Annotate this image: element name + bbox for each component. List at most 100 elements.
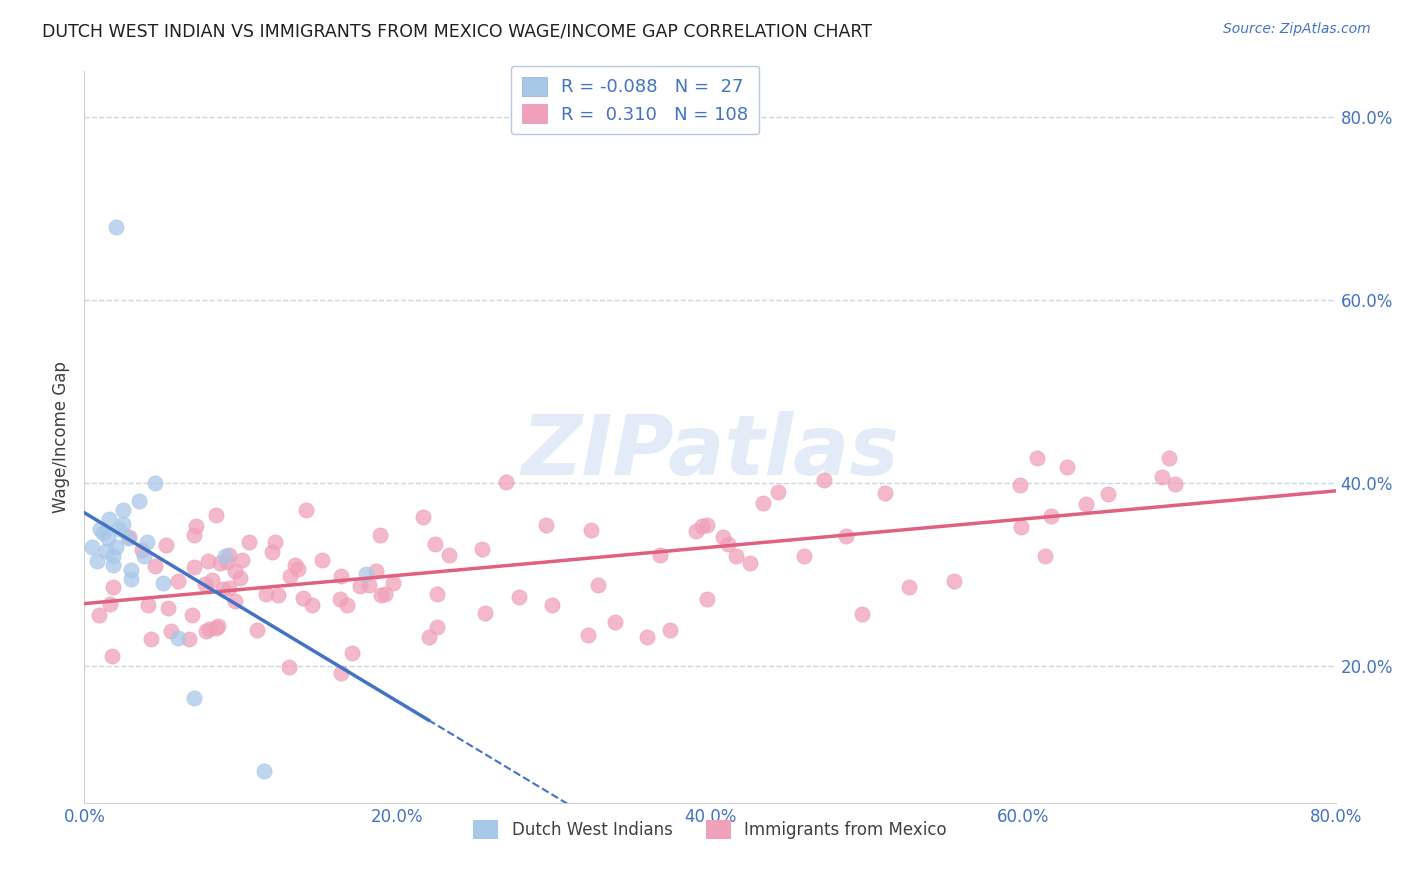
Point [359,577,381,591]
Point [107,521,129,535]
Point [586,577,609,591]
Point [101,549,124,563]
Point [692,519,714,533]
Point [541,599,564,613]
Point [1074,497,1097,511]
Point [1150,470,1173,484]
Point [181,607,204,622]
Point [98,597,121,611]
Point [342,646,364,660]
Point [650,549,672,563]
Point [238,535,260,549]
Point [101,648,124,663]
Point [267,588,290,602]
Point [131,542,153,557]
Point [1010,477,1032,491]
Point [143,475,166,490]
Point [439,549,461,563]
Point [101,580,124,594]
Point [368,528,391,542]
Point [87,607,110,622]
Point [851,607,873,621]
Point [329,592,352,607]
Point [139,632,162,646]
Point [264,535,287,549]
Point [112,516,135,531]
Point [104,219,127,234]
Point [1026,450,1049,465]
Point [897,581,920,595]
Point [311,552,333,566]
Point [183,559,205,574]
Point [155,538,177,552]
Point [86,553,108,567]
Point [605,615,627,629]
Point [212,582,235,597]
Point [152,576,174,591]
Point [96,544,118,558]
Point [253,764,276,778]
Point [658,623,681,637]
Point [508,590,530,604]
Point [738,556,761,570]
Point [91,526,114,541]
Point [98,512,121,526]
Point [120,563,142,577]
Point [194,577,217,591]
Point [412,510,434,524]
Point [1010,520,1032,534]
Point [1040,509,1063,524]
Point [205,508,228,523]
Point [1164,476,1187,491]
Point [284,558,307,572]
Legend: Dutch West Indians, Immigrants from Mexico: Dutch West Indians, Immigrants from Mexi… [467,814,953,846]
Point [1157,451,1180,466]
Point [717,537,740,551]
Text: Source: ZipAtlas.com: Source: ZipAtlas.com [1223,22,1371,37]
Point [89,521,111,535]
Point [254,587,277,601]
Point [364,564,387,578]
Point [330,666,353,681]
Point [1033,549,1056,563]
Point [576,628,599,642]
Point [231,553,253,567]
Point [834,529,856,543]
Point [224,594,246,608]
Point [301,598,323,612]
Point [82,540,104,554]
Point [228,571,250,585]
Point [104,540,127,554]
Point [120,572,142,586]
Point [198,622,221,636]
Point [752,496,775,510]
Point [579,524,602,538]
Point [1056,460,1078,475]
Point [381,575,404,590]
Point [205,621,228,635]
Point [426,587,449,601]
Point [201,573,224,587]
Point [696,592,718,607]
Point [183,528,205,542]
Point [495,475,517,489]
Point [813,473,835,487]
Point [636,630,658,644]
Point [215,555,238,569]
Point [197,554,219,568]
Point [336,599,359,613]
Point [167,574,190,589]
Point [425,536,447,550]
Point [132,549,155,563]
Point [685,524,707,538]
Point [471,542,494,557]
Point [536,517,558,532]
Point [224,564,246,578]
Point [426,620,449,634]
Point [287,562,309,576]
Point [245,624,267,638]
Point [143,559,166,574]
Point [136,535,159,549]
Point [418,630,440,644]
Point [354,567,377,582]
